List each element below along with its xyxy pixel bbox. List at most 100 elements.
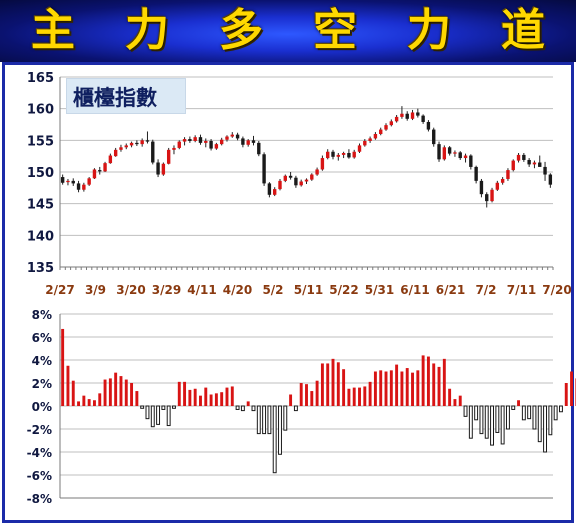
candle-body [283,175,287,181]
candle-body [437,144,441,160]
pct-bar [479,405,484,435]
date-tick-label: 7/11 [507,283,536,297]
candle-body [469,155,473,167]
title-char-2: 力 [125,5,169,56]
pct-bar [130,383,134,406]
pct-bar [135,391,139,406]
candle-body [60,177,65,183]
candle-body [98,170,102,172]
candle-body [410,112,415,119]
title-chars: 主 力 多 空 力 道 [0,0,576,62]
candle-body [538,162,542,167]
pct-bar [124,379,128,406]
date-tick-label: 5/2 [262,283,283,297]
title-char-6: 道 [501,5,545,56]
candle-body [527,159,531,165]
date-tick-label: 5/31 [365,283,394,297]
candle-body [209,140,213,149]
candle-body [140,140,144,145]
candle-body [506,170,510,179]
candle-body [326,151,330,159]
candle-body [495,182,500,190]
candle-body [500,178,505,183]
pct-bar [145,405,150,420]
candle-body [241,138,245,145]
pct-bar [326,363,330,406]
candle-body [432,129,436,145]
pct-bar [114,372,118,406]
price-tick-label: 160 [27,103,54,118]
candle-body [288,175,293,178]
pct-bar [463,405,468,417]
candle-body [151,141,155,163]
candle-body [511,160,515,171]
candle-body [463,155,468,159]
candle-body [394,116,399,122]
candle-body [447,147,452,154]
pct-bar [363,386,367,406]
price-tick-label: 165 [27,71,54,86]
candle-body [294,177,298,186]
candle-body [166,149,171,164]
candle-body [357,145,362,152]
title-char-5: 力 [407,5,451,56]
pct-tick-label: -6% [27,469,52,483]
candle-body [421,115,425,122]
date-tick-label: 7/20 [542,283,571,297]
candle-body [193,137,197,141]
date-tick-label: 5/11 [294,283,323,297]
pct-bar [548,405,553,436]
pct-bar [347,388,351,406]
pct-bar [558,405,563,413]
candle-body [400,113,404,117]
pct-bar [537,405,542,443]
date-tick-label: 6/11 [400,283,429,297]
pct-bar [310,391,314,406]
candle-body [214,144,219,149]
candle-body [219,139,224,145]
candle-body [119,147,123,150]
candle-body [363,140,367,146]
candlestick-series [60,106,553,208]
candle-body [246,140,250,145]
pct-bar [71,380,75,406]
index-label-box: 櫃檯指數 [66,78,186,114]
price-tick-label: 150 [27,166,54,181]
pct-bar [272,405,277,474]
pct-bar [564,383,568,406]
pct-bar [521,405,526,421]
candle-body [278,180,282,190]
candle-body [235,134,240,139]
candle-body [76,183,81,190]
candle-body [135,142,139,145]
pct-bar [405,368,409,406]
price-tick-label: 155 [27,134,54,149]
candle-body [310,174,314,180]
candle-body [257,142,261,155]
date-tick-label: 3/9 [85,283,106,297]
candle-body [108,155,113,164]
pct-bar [532,405,537,430]
pct-bar [500,405,505,445]
pct-bar [283,405,288,431]
date-tick-label: 2/27 [45,283,74,297]
candle-body [479,180,484,195]
candle-body [113,149,118,157]
pct-bar [305,384,308,406]
candle-body [352,151,356,158]
pct-bar [240,405,245,412]
pct-bar [426,356,430,406]
pct-bar [373,371,377,406]
pct-bar [92,400,96,406]
pct-bar [490,405,494,446]
candle-body [474,166,478,181]
pct-bar [352,387,356,406]
pct-bar [66,365,70,406]
index-title: 櫃檯指數 [73,86,157,110]
candle-body [267,183,272,195]
candle-body [522,154,526,160]
pct-bar [437,366,441,406]
pct-bar [87,399,91,406]
pct-bar [103,379,107,406]
pct-bar [468,405,473,439]
